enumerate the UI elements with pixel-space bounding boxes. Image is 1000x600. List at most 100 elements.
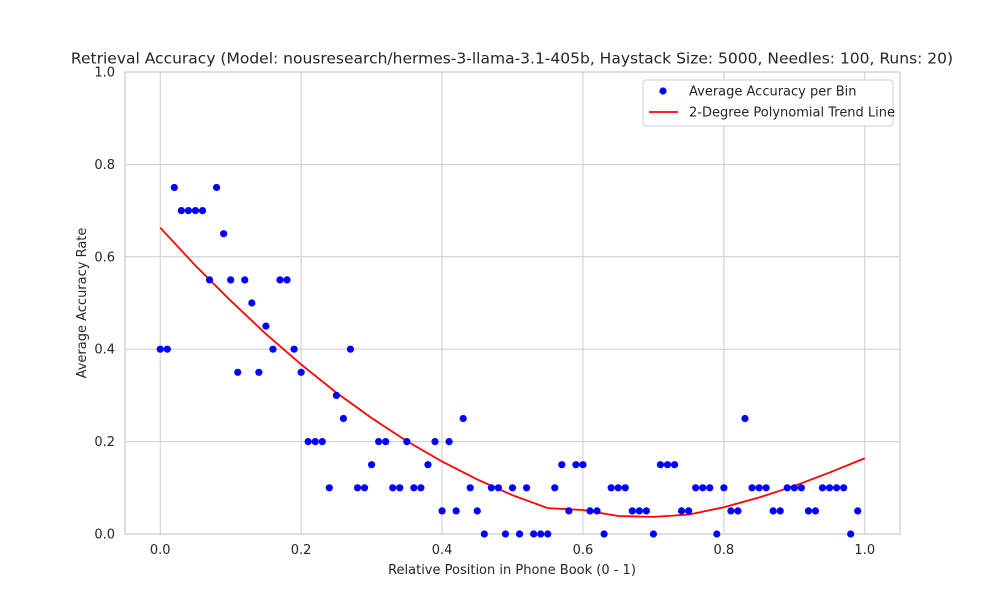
scatter-point: [248, 299, 256, 307]
x-tick-label: 1.0: [854, 543, 875, 558]
scatter-point: [396, 484, 404, 492]
legend-scatter-label: Average Accuracy per Bin: [689, 85, 857, 100]
scatter-point: [501, 530, 510, 538]
scatter-point: [360, 484, 369, 492]
scatter-point: [163, 345, 171, 353]
scatter-point: [480, 530, 488, 538]
scatter-point: [410, 484, 418, 492]
scatter-point: [473, 507, 481, 515]
scatter-point: [847, 530, 855, 538]
x-tick-label: 0.6: [573, 543, 594, 558]
scatter-point: [198, 207, 207, 215]
scatter-point: [494, 484, 503, 492]
scatter-point: [234, 368, 242, 376]
scatter-point: [346, 345, 355, 353]
scatter-point: [593, 507, 601, 515]
legend-scatter-marker: [659, 87, 667, 95]
scatter-point: [276, 276, 284, 284]
scatter-point: [692, 484, 700, 492]
scatter-point: [804, 507, 813, 515]
scatter-point: [537, 530, 545, 538]
scatter-point: [205, 276, 214, 284]
scatter-point: [776, 507, 784, 515]
scatter-point: [699, 484, 707, 492]
scatter-point: [508, 484, 517, 492]
scatter-point: [670, 461, 679, 469]
scatter-point: [818, 484, 827, 492]
scatter-point: [466, 484, 474, 492]
scatter-point: [445, 438, 453, 446]
x-axis-label: Relative Position in Phone Book (0 - 1): [388, 563, 636, 578]
scatter-point: [840, 484, 848, 492]
scatter-point: [311, 438, 319, 446]
scatter-point: [727, 507, 735, 515]
scatter-point: [649, 530, 658, 538]
scatter-point: [241, 276, 249, 284]
scatter-point: [389, 484, 397, 492]
scatter-point: [375, 438, 383, 446]
scatter-point: [572, 461, 580, 469]
legend-box: [642, 79, 894, 127]
scatter-point: [790, 484, 798, 492]
scatter-points: [156, 183, 862, 538]
scatter-point: [762, 484, 770, 492]
scatter-point: [353, 484, 362, 492]
scatter-point: [544, 530, 552, 538]
scatter-point: [515, 530, 524, 538]
scatter-point: [177, 207, 185, 215]
scatter-point: [339, 414, 348, 423]
y-axis-label: Average Accuracy Rate: [75, 228, 90, 379]
scatter-point: [487, 484, 495, 492]
scatter-point: [797, 484, 805, 492]
scatter-point: [227, 276, 235, 284]
trend-line-layer: [159, 227, 866, 518]
scatter-point: [290, 345, 298, 353]
y-tick-label: 0.8: [94, 158, 115, 173]
scatter-point: [600, 530, 608, 538]
y-tick-label: 0.2: [94, 435, 115, 450]
scatter-point: [769, 507, 777, 515]
scatter-point: [220, 230, 228, 238]
scatter-point: [677, 507, 686, 515]
scatter-point: [424, 461, 432, 469]
scatter-point: [452, 507, 460, 515]
scatter-point: [184, 207, 193, 215]
scatter-point: [579, 461, 587, 469]
x-tick-label: 0.4: [432, 543, 453, 558]
scatter-point: [685, 507, 693, 515]
scatter-point: [734, 507, 742, 515]
scatter-point: [332, 391, 340, 399]
scatter-point: [522, 484, 531, 492]
scatter-point: [297, 368, 305, 376]
scatter-point: [720, 484, 728, 492]
scatter-point: [621, 484, 629, 492]
scatter-point: [642, 507, 650, 515]
scatter-point: [212, 183, 221, 192]
scatter-point: [367, 461, 376, 469]
scatter-point: [431, 438, 439, 446]
scatter-point: [565, 507, 573, 515]
trend-line: [159, 227, 866, 518]
x-tick-label: 0.2: [291, 543, 312, 558]
scatter-point: [255, 368, 263, 376]
scatter-point: [156, 345, 164, 353]
legend-line-label: 2-Degree Polynomial Trend Line: [689, 106, 895, 121]
y-tick-label: 0.6: [94, 250, 115, 265]
scatter-point: [748, 484, 756, 492]
scatter-point: [558, 461, 566, 469]
scatter-point: [170, 183, 178, 192]
scatter-point: [811, 507, 820, 515]
scatter-point: [706, 484, 714, 492]
scatter-point: [269, 345, 277, 353]
scatter-point: [832, 484, 841, 492]
scatter-point: [783, 484, 791, 492]
scatter-point: [628, 507, 636, 515]
scatter-point: [417, 484, 425, 492]
x-tick-label: 0.8: [714, 543, 735, 558]
scatter-point: [755, 484, 763, 492]
scatter-point: [551, 484, 559, 492]
scatter-point: [283, 276, 291, 284]
chart-title: Retrieval Accuracy (Model: nousresearch/…: [71, 50, 953, 68]
scatter-point: [635, 507, 643, 515]
scatter-point: [318, 438, 326, 446]
